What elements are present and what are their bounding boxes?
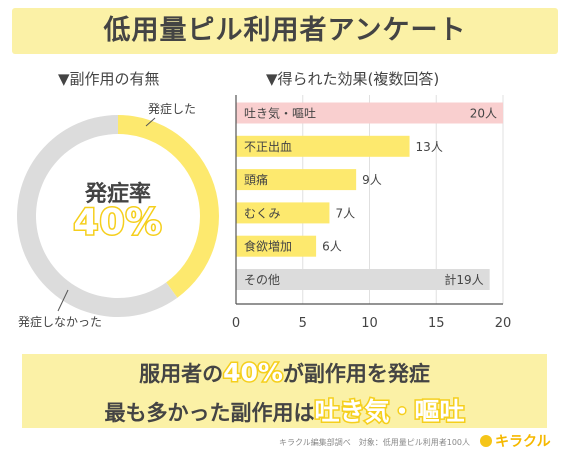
bar-2 — [236, 169, 357, 191]
summary-line-2: 最も多かった副作用は吐き気・嘔吐 — [22, 392, 547, 428]
summary-line-1-highlight: 40% — [222, 357, 285, 389]
bar-category-5: その他 — [244, 273, 280, 287]
bar-4 — [236, 235, 317, 257]
donut-center-value: 40% — [72, 201, 163, 245]
summary-band — [22, 354, 547, 428]
bar-3 — [236, 202, 330, 224]
brand-logo: キラクル — [480, 431, 551, 451]
bar-value-label-4: 6人 — [322, 240, 342, 254]
logo-icon — [480, 435, 492, 447]
bar-0 — [236, 102, 503, 124]
summary-line-1-post: が副作用を発症 — [282, 362, 430, 386]
donut-leader-no — [57, 289, 69, 312]
bar-value-label-0: 20人 — [470, 107, 497, 121]
title-band: 低用量ピル利用者アンケート — [12, 8, 558, 54]
x-tick-label-3: 15 — [428, 316, 445, 331]
summary-line-2-highlight: 吐き気・嘔吐 — [313, 396, 466, 428]
bar-value-label-3: 7人 — [335, 206, 355, 220]
bar-1 — [236, 135, 410, 157]
bar-value-label-1: 13人 — [416, 140, 443, 154]
bar-category-0: 吐き気・嘔吐 — [244, 106, 316, 121]
summary-line-1: 服用者の40%が副作用を発症 — [22, 357, 547, 389]
donut-label-no: 発症しなかった — [18, 315, 103, 329]
bar-5 — [236, 269, 490, 290]
summary-line-1-pre: 服用者の — [139, 362, 224, 386]
page-title: 低用量ピル利用者アンケート — [103, 15, 467, 46]
donut-subhead: ▼副作用の有無 — [58, 70, 160, 88]
logo-text: キラクル — [495, 434, 551, 450]
donut-center-label: 発症率 — [84, 182, 151, 207]
bar-value-label-2: 9人 — [362, 173, 382, 187]
bar-category-2: 頭痛 — [244, 172, 268, 187]
x-tick-label-4: 20 — [495, 316, 512, 331]
bar-value-label-5: 計19人 — [444, 272, 483, 287]
donut-label-yes: 発症した — [148, 102, 197, 116]
donut-leader-yes — [145, 117, 156, 127]
donut-slice-0 — [118, 115, 219, 298]
donut-slice-1 — [16, 115, 178, 317]
x-tick-label-2: 10 — [361, 316, 378, 331]
source-note: キラクル編集部調べ 対象：低用量ピル利用者100人 — [278, 438, 470, 447]
x-tick-label-1: 5 — [299, 316, 307, 331]
x-tick-label-0: 0 — [232, 316, 240, 331]
bar-category-4: 食欲増加 — [244, 239, 292, 254]
summary-line-2-pre: 最も多かった副作用は — [104, 401, 315, 425]
bar-category-1: 不正出血 — [244, 140, 292, 154]
bar-subhead: ▼得られた効果(複数回答) — [266, 70, 440, 88]
bar-category-3: むくみ — [244, 206, 280, 220]
